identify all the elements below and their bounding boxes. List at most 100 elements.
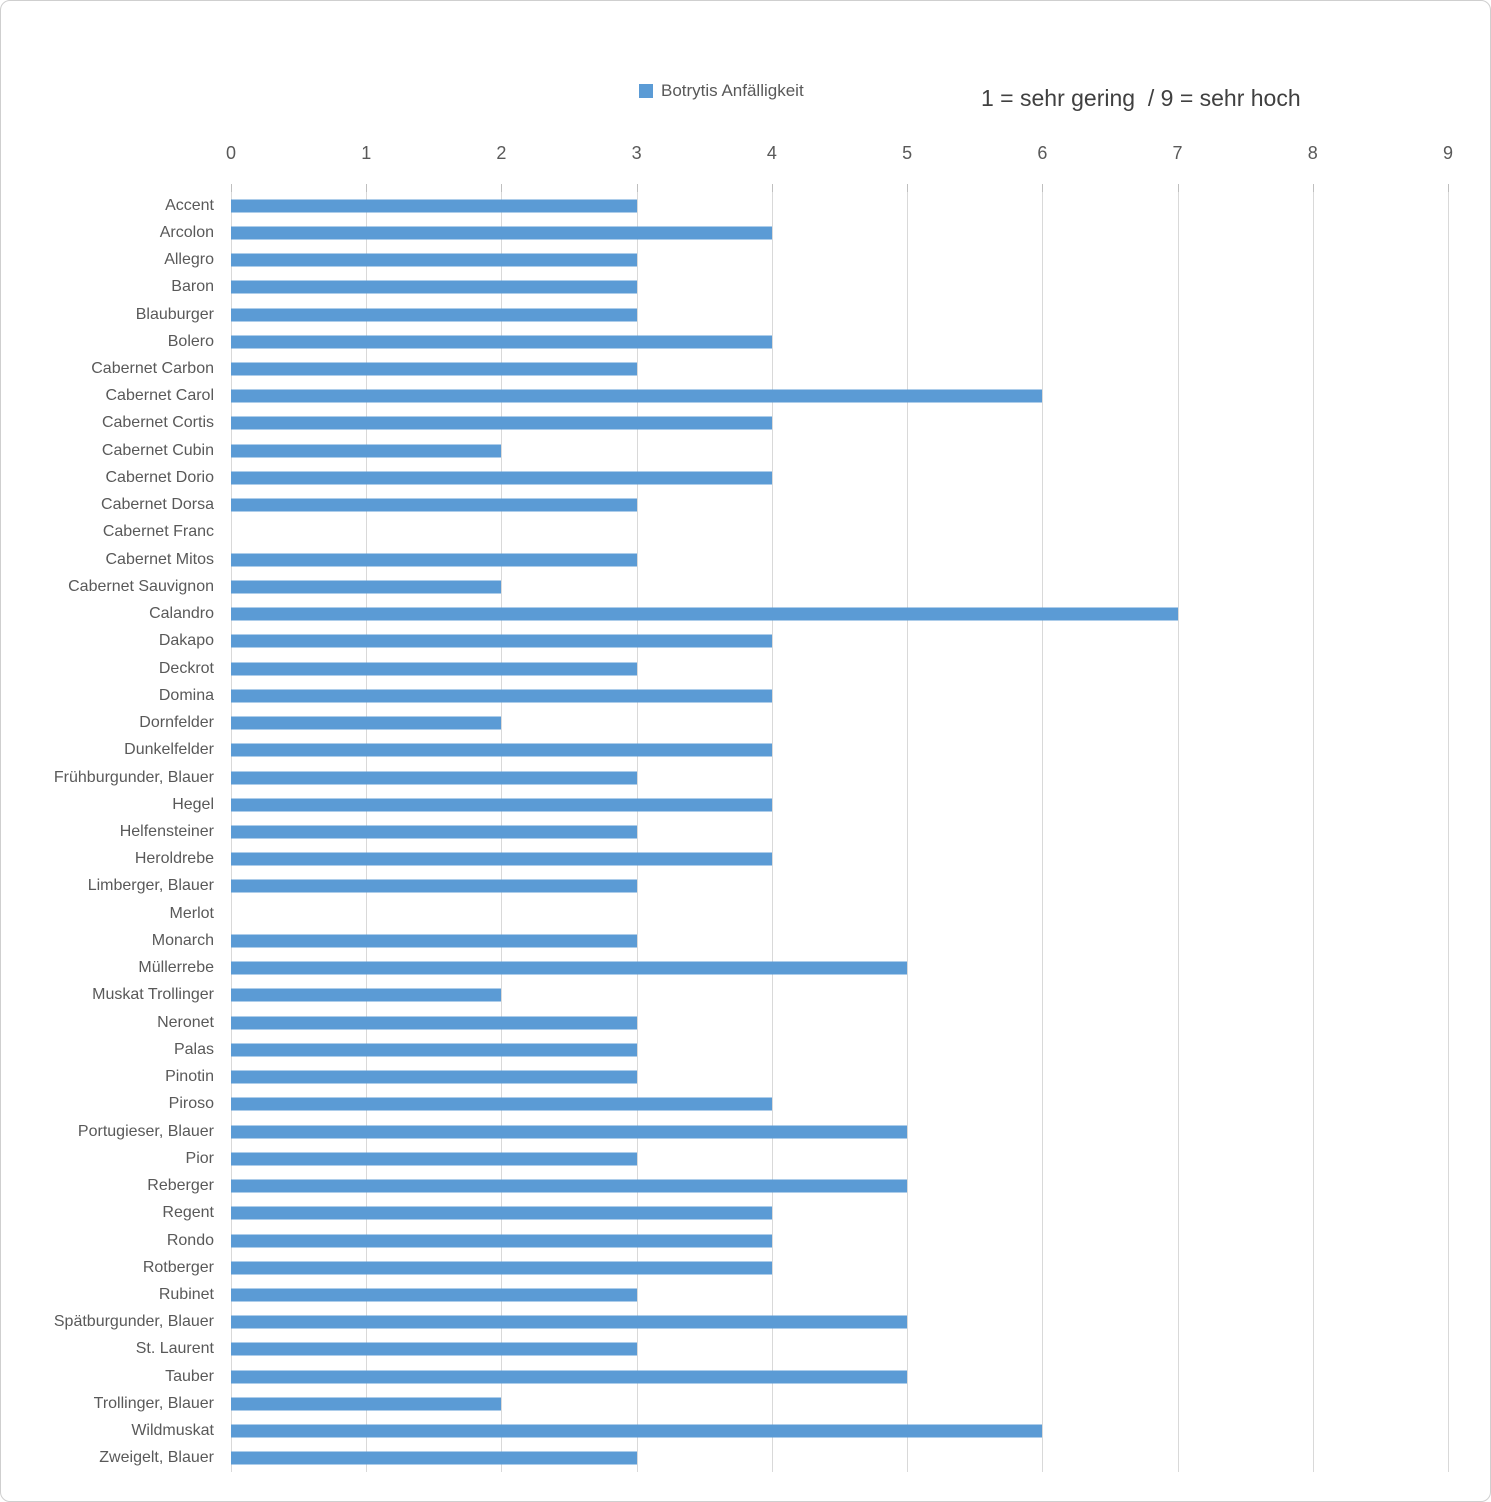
bar-row — [231, 1009, 1448, 1036]
axis-tick-mark — [1042, 184, 1044, 192]
bar — [231, 798, 772, 812]
bar-row — [231, 383, 1448, 410]
bar — [231, 416, 772, 430]
category-label: Deckrot — [158, 659, 214, 677]
category-label: Cabernet Cortis — [101, 414, 214, 432]
bar-row — [231, 737, 1448, 764]
category-label: Accent — [165, 196, 214, 214]
category-label: Müllerrebe — [138, 959, 214, 977]
gridline — [907, 192, 909, 1472]
category-label: Cabernet Carol — [105, 387, 215, 405]
category-label: Cabernet Dorsa — [101, 496, 214, 514]
bar — [231, 607, 1178, 621]
bar — [231, 226, 772, 240]
bar-row — [231, 873, 1448, 900]
category-label: Cabernet Mitos — [105, 550, 215, 568]
bar-row — [231, 546, 1448, 573]
bar-row — [231, 1118, 1448, 1145]
bar-row — [231, 1336, 1448, 1363]
bar — [231, 1370, 908, 1384]
axis-tick-label: 1 — [361, 143, 372, 163]
axis-tick-label: 5 — [902, 143, 913, 163]
bar-row — [231, 1363, 1448, 1390]
plot-area — [231, 192, 1449, 1472]
bar-row — [231, 328, 1448, 355]
bar-row — [231, 1091, 1448, 1118]
axis-tick-label: 7 — [1172, 143, 1183, 163]
category-label: Regent — [162, 1204, 214, 1222]
bar-row — [231, 818, 1448, 845]
category-label: Dunkelfelder — [124, 741, 214, 759]
category-label: Palas — [173, 1040, 214, 1058]
category-label: Cabernet Sauvignon — [68, 577, 214, 595]
axis-tick-mark — [636, 184, 638, 192]
category-label: Tauber — [165, 1367, 214, 1385]
category-label: Allegro — [164, 251, 214, 269]
bar-row — [231, 192, 1448, 219]
category-label: St. Laurent — [135, 1340, 214, 1358]
bar — [231, 825, 637, 839]
bar — [231, 389, 1043, 403]
category-label: Domina — [158, 686, 214, 704]
scale-note: 1 = sehr gering / 9 = sehr hoch — [981, 85, 1301, 111]
legend-marker-icon — [639, 84, 653, 98]
axis-tick-mark — [907, 184, 909, 192]
bar-row — [231, 764, 1448, 791]
category-label: Dakapo — [158, 632, 214, 650]
value-axis: 0 1 2 3 4 5 6 7 8 9 — [226, 143, 1453, 193]
bar — [231, 444, 502, 458]
category-label: Hegel — [172, 795, 214, 813]
bar-row — [231, 709, 1448, 736]
bar — [231, 1206, 772, 1220]
bar-row — [231, 355, 1448, 382]
legend: Botrytis Anfälligkeit — [639, 81, 804, 101]
axis-tick-mark — [771, 184, 773, 192]
gridline — [636, 192, 638, 1472]
bar — [231, 771, 637, 785]
bar-row — [231, 601, 1448, 628]
category-label: Arcolon — [159, 223, 214, 241]
category-axis: Accent Arcolon Allegro Baron Blauburger Boler… — [1, 192, 214, 1472]
bar-row — [231, 437, 1448, 464]
category-label: Limberger, Blauer — [87, 877, 214, 895]
category-label: Monarch — [151, 931, 214, 949]
category-label: Dornfelder — [139, 714, 214, 732]
bar-row — [231, 982, 1448, 1009]
bar-row — [231, 846, 1448, 873]
bar — [231, 634, 772, 648]
category-label: Neronet — [157, 1013, 214, 1031]
category-label: Portugieser, Blauer — [77, 1122, 214, 1140]
category-label: Rotberger — [142, 1258, 214, 1276]
category-label: Piroso — [168, 1095, 214, 1113]
bar-row — [231, 682, 1448, 709]
bar — [231, 280, 637, 294]
category-label: Merlot — [169, 904, 214, 922]
category-label: Frühburgunder, Blauer — [53, 768, 214, 786]
category-label: Reberger — [147, 1177, 214, 1195]
bar-row — [231, 1064, 1448, 1091]
bar — [231, 553, 637, 567]
bar — [231, 716, 502, 730]
bar — [231, 471, 772, 485]
bar-row — [231, 1309, 1448, 1336]
bar — [231, 1288, 637, 1302]
bar-row — [231, 628, 1448, 655]
axis-tick-label: 6 — [1037, 143, 1048, 163]
category-label: Cabernet Cubin — [101, 441, 214, 459]
gridline — [1312, 192, 1314, 1472]
category-label: Helfensteiner — [119, 823, 214, 840]
bar-row — [231, 1445, 1448, 1472]
bar-row — [231, 573, 1448, 600]
legend-label: Botrytis Anfälligkeit — [661, 81, 804, 100]
axis-tick-mark — [1448, 184, 1449, 192]
bar — [231, 1070, 637, 1084]
bar-row — [231, 274, 1448, 301]
bar-row — [231, 410, 1448, 437]
bar — [231, 662, 637, 676]
bar — [231, 253, 637, 267]
bar-row — [231, 219, 1448, 246]
category-label: Cabernet Carbon — [91, 360, 214, 378]
category-label: Muskat Trollinger — [92, 986, 214, 1004]
bar-row — [231, 301, 1448, 328]
